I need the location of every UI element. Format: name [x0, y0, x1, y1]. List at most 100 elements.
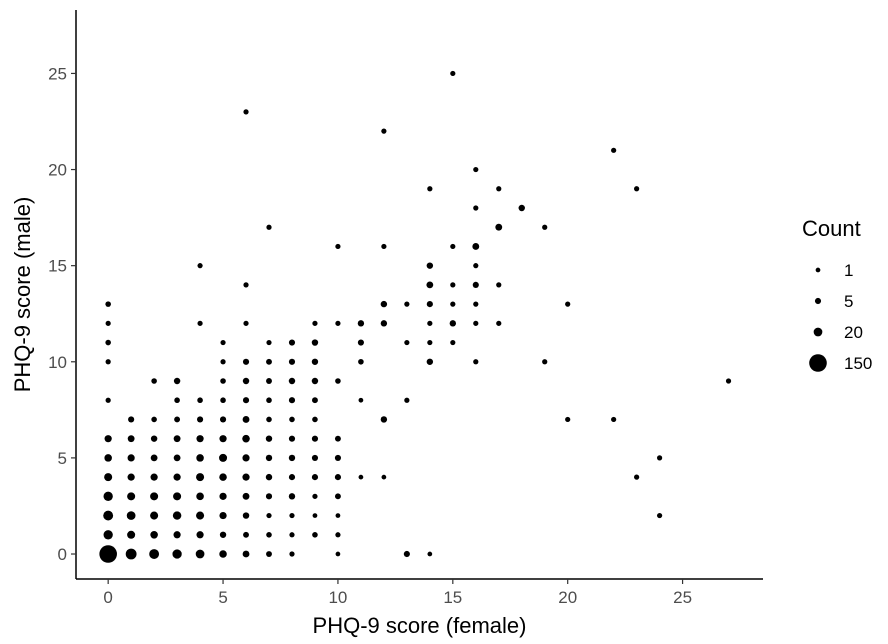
data-point [103, 530, 113, 540]
data-point [150, 492, 159, 501]
data-point [496, 320, 502, 326]
data-point [335, 378, 341, 384]
data-point [334, 474, 342, 481]
data-point [219, 550, 227, 558]
data-point [196, 416, 204, 423]
data-point [266, 512, 272, 519]
data-point [426, 358, 434, 365]
data-point [427, 339, 433, 346]
data-point [197, 263, 203, 269]
data-point [381, 243, 387, 250]
legend-label: 1 [844, 261, 853, 280]
data-point [105, 301, 111, 307]
data-point [174, 397, 180, 404]
legend-key [815, 267, 821, 273]
data-point [473, 320, 479, 326]
data-point [125, 548, 137, 560]
data-point [403, 550, 410, 558]
data-point [426, 262, 434, 269]
data-point [611, 147, 617, 153]
data-point [358, 358, 364, 365]
data-point [288, 474, 296, 481]
data-point [105, 359, 111, 365]
legend-label: 20 [844, 323, 863, 342]
data-point [173, 454, 181, 462]
data-point [312, 397, 318, 404]
data-point [542, 359, 548, 365]
data-point [311, 454, 319, 461]
data-point [334, 454, 342, 461]
data-point [151, 378, 157, 384]
legend-key [809, 354, 827, 372]
data-point [126, 511, 136, 520]
data-point [288, 493, 296, 500]
data-point [357, 339, 364, 346]
data-point [172, 511, 182, 520]
data-point [195, 549, 205, 559]
data-point [334, 493, 341, 500]
data-point [196, 473, 205, 482]
legend-entries: 1 5 20 150 [809, 261, 872, 373]
data-point [219, 416, 227, 423]
data-point [173, 531, 181, 539]
data-point [242, 434, 250, 443]
data-point [127, 530, 136, 539]
data-point [404, 301, 410, 307]
data-point [312, 320, 318, 326]
points-layer [99, 70, 732, 563]
data-point [725, 378, 732, 384]
data-point [656, 512, 663, 519]
data-point [196, 454, 204, 462]
data-point [288, 339, 296, 346]
data-point [105, 339, 111, 346]
data-point [127, 435, 135, 443]
data-point [174, 416, 181, 423]
data-point [358, 397, 364, 403]
data-point [380, 320, 388, 327]
data-point [243, 531, 249, 538]
data-point [149, 549, 160, 559]
y-tick-label: 5 [58, 449, 67, 468]
data-point [542, 224, 548, 230]
data-point [242, 397, 250, 404]
y-tick-label: 15 [48, 257, 67, 276]
data-point [266, 378, 272, 384]
data-point [220, 339, 226, 346]
data-point [105, 320, 111, 326]
data-point [242, 473, 250, 481]
data-point [242, 454, 250, 462]
data-point [173, 473, 181, 481]
data-point [219, 531, 227, 538]
data-point [495, 223, 503, 231]
data-point [242, 416, 250, 423]
data-point [266, 339, 272, 346]
x-tick-label: 20 [558, 588, 577, 607]
legend-key [814, 297, 822, 305]
data-point [312, 416, 318, 423]
data-point [656, 455, 663, 461]
data-point [311, 435, 319, 442]
data-point [242, 550, 250, 558]
data-point [196, 531, 204, 539]
data-point [311, 339, 319, 346]
data-point [312, 513, 318, 518]
data-point [427, 320, 433, 326]
data-point [220, 359, 226, 365]
y-tick-label: 20 [48, 161, 67, 180]
legend-title: Count [802, 216, 861, 241]
data-point [288, 397, 296, 404]
data-point [266, 531, 272, 538]
data-point [104, 435, 112, 443]
x-tick-label: 0 [103, 588, 112, 607]
data-point [266, 416, 272, 423]
data-point [335, 532, 341, 538]
data-point [173, 435, 181, 443]
data-point [242, 492, 250, 500]
data-point [289, 512, 295, 519]
x-tick-label: 5 [218, 588, 227, 607]
data-point [104, 473, 113, 482]
data-point [450, 70, 456, 77]
y-tick-label: 10 [48, 353, 67, 372]
data-point [450, 282, 456, 288]
data-point [104, 454, 112, 462]
